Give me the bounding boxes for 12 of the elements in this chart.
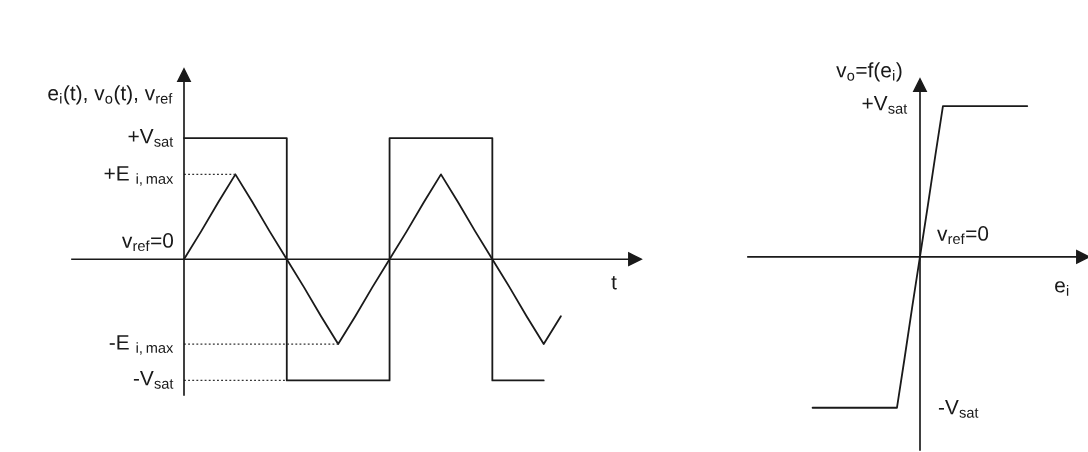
text: +E $_{i,max}$ bbox=[104, 166, 174, 186]
annotation: +V$_{sat}$ bbox=[862, 96, 908, 114]
y-axis-title: e$_{i}$(t), v$_{o}$(t), v$_{ref}$ bbox=[48, 85, 173, 105]
annotation: v$_{ref}$=0 bbox=[937, 226, 989, 245]
text: +V$_{sat}$ bbox=[128, 129, 174, 147]
y-axis-title: v$_{o}$=f(e$_{i}$) bbox=[836, 62, 902, 82]
x-axis-title: e$_{i}$ bbox=[1055, 281, 1069, 296]
text: -V$_{sat}$ bbox=[133, 371, 174, 389]
text: -E $_{i,max}$ bbox=[109, 335, 174, 355]
text: v$_{ref}$=0 bbox=[121, 233, 174, 252]
annotation: -V$_{sat}$ bbox=[938, 400, 979, 418]
x-axis-title: t bbox=[611, 275, 617, 290]
